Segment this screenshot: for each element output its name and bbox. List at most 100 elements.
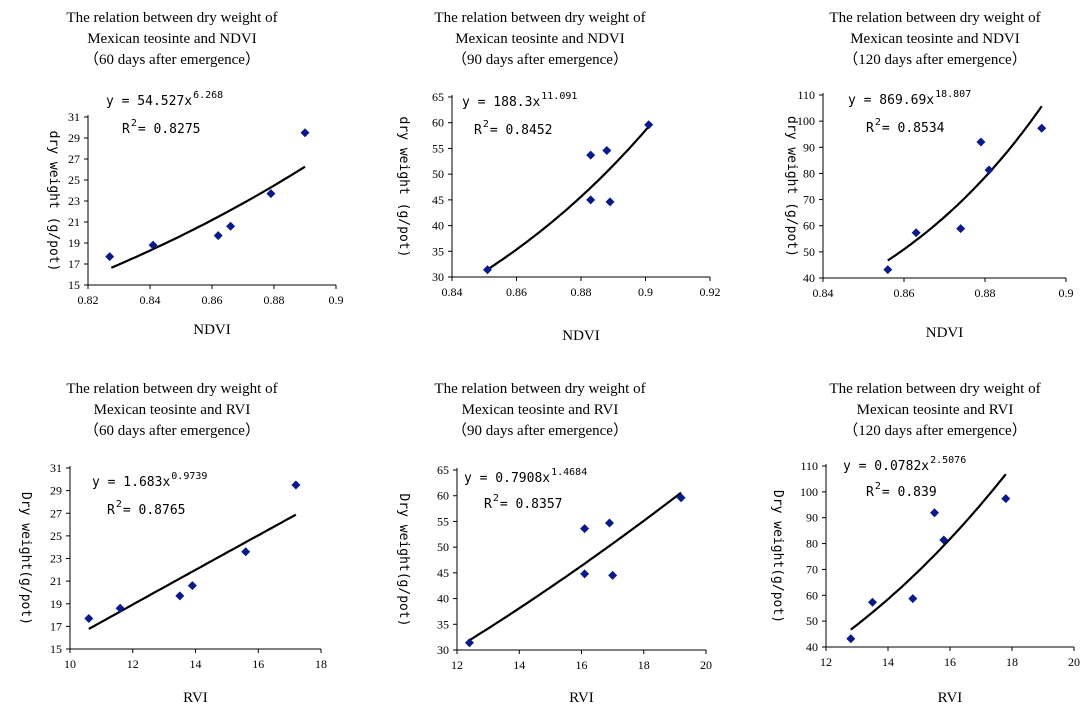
- trendline: [110, 165, 306, 269]
- r-squared-value: = 0.8765: [123, 503, 186, 518]
- y-tick-label: 21: [68, 215, 80, 229]
- chart-panel-1: The relation between dry weight of Mexica…: [46, 10, 344, 338]
- y-tick-label: 70: [806, 562, 818, 576]
- chart-title-line: （90 days after emergence）: [452, 422, 628, 439]
- chart-panel-5: The relation between dry weight of Mexica…: [396, 381, 712, 706]
- x-tick-label: 0.9: [329, 293, 344, 307]
- r-squared-label: R: [866, 121, 874, 136]
- chart-title-line: Mexican teosinte and RVI: [94, 402, 251, 418]
- y-tick-label: 40: [803, 271, 815, 285]
- y-tick-label: 70: [803, 193, 815, 207]
- data-point: [291, 480, 301, 490]
- x-tick-label: 0.84: [140, 293, 161, 307]
- x-tick-label: 14: [513, 658, 525, 672]
- trendline: [88, 513, 297, 630]
- x-tick-label: 14: [882, 655, 894, 669]
- data-point: [226, 221, 236, 231]
- x-tick-label: 0.9: [638, 285, 653, 299]
- y-tick-label: 60: [803, 219, 815, 233]
- y-tick-label: 65: [437, 463, 449, 477]
- chart-title-line: The relation between dry weight of: [829, 381, 1040, 397]
- chart-title-line: （120 days after emergence）: [843, 422, 1026, 439]
- r-squared-value: = 0.8357: [500, 497, 563, 512]
- r-squared-label: R: [474, 123, 482, 138]
- x-tick-label: 0.86: [894, 286, 915, 300]
- y-tick-label: 21: [50, 574, 62, 588]
- data-point: [148, 240, 158, 250]
- data-point: [883, 265, 893, 275]
- chart-title-line: （120 days after emergence）: [843, 51, 1026, 68]
- y-axis-label: Dry weight(g/pot): [770, 490, 785, 623]
- data-point: [464, 638, 474, 648]
- y-tick-label: 65: [432, 90, 444, 104]
- y-tick-label: 45: [437, 566, 449, 580]
- y-tick-label: 80: [806, 537, 818, 551]
- x-tick-label: 0.82: [78, 293, 99, 307]
- trend-equation: y = 1.683x: [92, 475, 170, 490]
- data-point: [213, 231, 223, 241]
- x-tick-label: 12: [127, 657, 139, 671]
- data-point: [187, 581, 197, 591]
- x-tick-label: 0.9: [1059, 286, 1074, 300]
- data-point: [605, 197, 615, 207]
- data-point: [605, 518, 615, 528]
- x-axis-label: NDVI: [193, 322, 231, 338]
- chart-title-line: Mexican teosinte and NDVI: [850, 31, 1020, 47]
- y-tick-label: 23: [50, 552, 62, 566]
- y-tick-label: 29: [68, 131, 80, 145]
- data-point: [300, 128, 310, 138]
- x-tick-label: 10: [64, 657, 76, 671]
- chart-title-line: Mexican teosinte and NDVI: [455, 31, 625, 47]
- chart-title-line: Mexican teosinte and NDVI: [87, 31, 257, 47]
- x-tick-label: 18: [1006, 655, 1018, 669]
- x-tick-label: 18: [315, 657, 327, 671]
- y-tick-label: 50: [432, 167, 444, 181]
- chart-panel-3: The relation between dry weight of Mexica…: [784, 10, 1074, 341]
- data-point: [266, 189, 276, 199]
- x-tick-label: 16: [252, 657, 264, 671]
- y-tick-label: 15: [68, 278, 80, 292]
- data-point: [911, 228, 921, 238]
- chart-panel-4: The relation between dry weight of Mexica…: [18, 381, 327, 706]
- trend-equation: y = 54.527x: [106, 94, 192, 109]
- r-squared-exponent: 2: [116, 499, 122, 510]
- chart-title-line: The relation between dry weight of: [829, 10, 1040, 26]
- r-squared-value: = 0.8534: [882, 121, 945, 136]
- y-tick-label: 29: [50, 484, 62, 498]
- data-point: [1001, 494, 1011, 504]
- data-point: [846, 634, 856, 644]
- data-point: [956, 224, 966, 234]
- data-point: [1037, 123, 1047, 133]
- y-tick-label: 30: [437, 643, 449, 657]
- trendline: [850, 473, 1007, 631]
- chart-panel-2: The relation between dry weight of Mexica…: [396, 10, 721, 344]
- y-tick-label: 100: [797, 114, 815, 128]
- y-tick-label: 55: [437, 514, 449, 528]
- r-squared-value: = 0.839: [882, 485, 937, 500]
- data-point: [586, 195, 596, 205]
- y-tick-label: 35: [437, 617, 449, 631]
- x-tick-label: 0.88: [975, 286, 996, 300]
- chart-title-line: （60 days after emergence）: [84, 422, 260, 439]
- chart-title-line: The relation between dry weight of: [434, 10, 645, 26]
- chart-title-line: Mexican teosinte and RVI: [462, 402, 619, 418]
- chart-title-line: （90 days after emergence）: [452, 51, 628, 68]
- y-tick-label: 23: [68, 194, 80, 208]
- y-tick-label: 90: [803, 140, 815, 154]
- y-axis-label: dry weight (g/pot): [396, 117, 411, 258]
- y-tick-label: 40: [432, 219, 444, 233]
- trend-exponent: 0.9739: [171, 471, 207, 482]
- r-squared-label: R: [122, 122, 130, 137]
- r-squared-exponent: 2: [875, 117, 881, 128]
- data-point: [608, 570, 618, 580]
- y-tick-label: 31: [50, 461, 62, 475]
- y-tick-label: 15: [50, 642, 62, 656]
- data-point: [241, 547, 251, 557]
- chart-title-line: The relation between dry weight of: [66, 10, 277, 26]
- x-tick-label: 0.92: [700, 285, 721, 299]
- data-point: [115, 603, 125, 613]
- trend-equation: y = 0.0782x: [843, 459, 929, 474]
- r-squared-value: = 0.8275: [138, 122, 201, 137]
- data-point: [175, 591, 185, 601]
